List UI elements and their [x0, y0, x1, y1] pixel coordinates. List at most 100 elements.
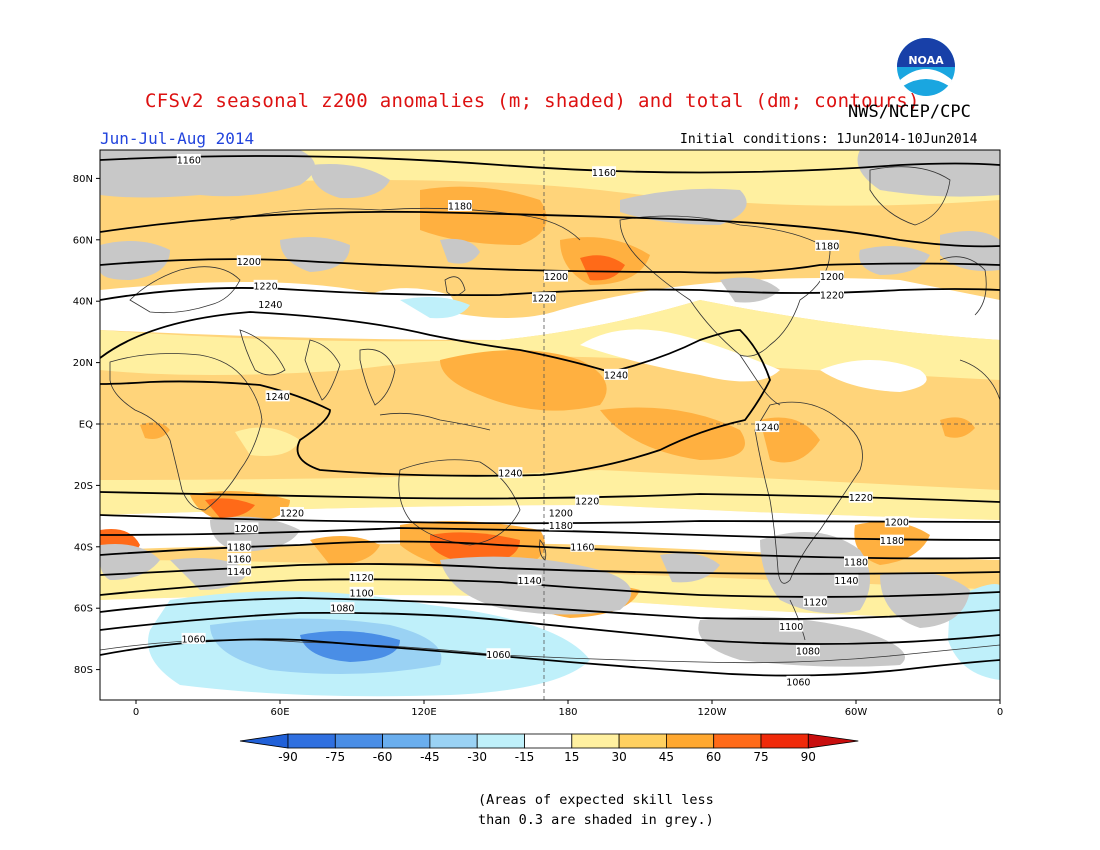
contour-label: 1200: [237, 255, 261, 268]
latitude-axis: 80N 60N 40N 20N EQ 20S 40S 60S 80S: [73, 174, 100, 676]
contour-label: 1220: [254, 279, 278, 292]
lon-label: 60E: [270, 707, 289, 718]
lat-label: EQ: [79, 420, 93, 431]
colorbar-swatch: [760, 733, 809, 749]
contour-label: 1180: [549, 519, 573, 532]
contour-label: 1240: [258, 298, 282, 311]
svg-text:1080: 1080: [330, 604, 354, 615]
colorbar: -90 -75 -60 -45 -30 -15 15 30 45 60 75 90: [239, 733, 859, 764]
svg-text:1060: 1060: [486, 650, 510, 661]
contour-label: 1200: [234, 522, 258, 535]
lat-label: 60S: [74, 604, 93, 615]
svg-text:1140: 1140: [518, 576, 542, 587]
lat-label: 20S: [74, 481, 93, 492]
contour-label: 1060: [182, 632, 206, 645]
contour-label: 1120: [350, 571, 374, 584]
noaa-logo-icon: NOAA: [897, 38, 955, 96]
contour-label: 1220: [820, 289, 844, 302]
contour-label: 1160: [177, 153, 201, 166]
colorbar-tick-label: -90: [278, 750, 298, 764]
lat-label: 60N: [73, 235, 93, 246]
longitude-axis: 0 60E 120E 180 120W 60W 0: [133, 700, 1003, 718]
contour-label: 1120: [803, 596, 827, 609]
svg-text:1240: 1240: [604, 370, 628, 381]
colorbar-tick-label: 45: [659, 750, 674, 764]
contour-label: 1140: [227, 565, 251, 578]
colorbar-swatch: [618, 733, 667, 749]
noaa-logo-text: NOAA: [908, 54, 944, 67]
svg-text:1200: 1200: [234, 524, 258, 535]
skill-note-line2: than 0.3 are shaded in grey.): [478, 812, 714, 828]
svg-text:1220: 1220: [820, 291, 844, 302]
colorbar-tick-label: -60: [373, 750, 393, 764]
colorbar-swatch: [334, 733, 383, 749]
contour-label: 1200: [820, 270, 844, 283]
colorbar-arrow-left: [239, 733, 289, 749]
svg-text:1080: 1080: [796, 647, 820, 658]
contour-label: 1160: [227, 553, 251, 566]
lon-label: 0: [997, 707, 1003, 718]
svg-text:1180: 1180: [549, 521, 573, 532]
contour-label: 1220: [532, 292, 556, 305]
lat-label: 80S: [74, 665, 93, 676]
season-label: Jun-Jul-Aug 2014: [100, 129, 255, 148]
skill-note: (Areas of expected skill less than 0.3 a…: [478, 790, 714, 830]
svg-text:1060: 1060: [786, 677, 810, 688]
svg-text:1180: 1180: [844, 558, 868, 569]
svg-text:1120: 1120: [803, 598, 827, 609]
contour-label: 1160: [592, 166, 616, 179]
colorbar-swatch: [713, 733, 762, 749]
svg-text:1200: 1200: [549, 509, 573, 520]
svg-text:1100: 1100: [779, 622, 803, 633]
contour-label: 1180: [880, 534, 904, 547]
lat-label: 40S: [74, 542, 93, 553]
svg-text:1140: 1140: [227, 567, 251, 578]
svg-text:1240: 1240: [266, 392, 290, 403]
contour-label: 1100: [779, 620, 803, 633]
contour-label: 1220: [849, 491, 873, 504]
initial-conditions-label: Initial conditions: 1Jun2014-10Jun2014: [680, 132, 978, 147]
svg-text:1240: 1240: [755, 423, 779, 434]
lon-label: 180: [558, 707, 577, 718]
contour-label: 1180: [227, 540, 251, 553]
contour-label: 1200: [549, 507, 573, 520]
colorbar-tick-label: -30: [467, 750, 487, 764]
svg-text:1180: 1180: [448, 202, 472, 213]
svg-text:1180: 1180: [880, 536, 904, 547]
contour-label: 1240: [604, 368, 628, 381]
svg-text:1120: 1120: [350, 573, 374, 584]
contour-label: 1240: [266, 390, 290, 403]
contour-label: 1180: [844, 556, 868, 569]
svg-text:1220: 1220: [280, 509, 304, 520]
contour-label: 1220: [280, 507, 304, 520]
map-frame: [99, 149, 1001, 701]
chart-title: CFSv2 seasonal z200 anomalies (m; shaded…: [145, 90, 920, 112]
colorbar-swatch: [571, 733, 620, 749]
colorbar-tick-label: 60: [706, 750, 721, 764]
svg-text:1220: 1220: [849, 493, 873, 504]
colorbar-swatch: [382, 733, 431, 749]
svg-text:1220: 1220: [575, 496, 599, 507]
svg-text:1200: 1200: [820, 272, 844, 283]
agency-label: NWS/NCEP/CPC: [848, 102, 971, 122]
svg-text:1240: 1240: [258, 300, 282, 311]
svg-text:1140: 1140: [834, 576, 858, 587]
contour-label: 1140: [834, 574, 858, 587]
svg-text:1160: 1160: [570, 542, 594, 553]
colorbar-swatch: [666, 733, 715, 749]
low-skill-grey-areas: [100, 150, 1000, 667]
contour-label: 1200: [885, 516, 909, 529]
contour-label: 1140: [518, 574, 542, 587]
svg-text:1100: 1100: [350, 588, 374, 599]
svg-text:1200: 1200: [544, 272, 568, 283]
contour-label: 1180: [448, 200, 472, 213]
svg-text:1160: 1160: [592, 168, 616, 179]
svg-text:1200: 1200: [885, 518, 909, 529]
skill-note-line1: (Areas of expected skill less: [478, 792, 714, 808]
contour-label: 1080: [796, 645, 820, 658]
colorbar-tick-label: -45: [420, 750, 440, 764]
anomaly-shading-blue: [148, 296, 1000, 697]
